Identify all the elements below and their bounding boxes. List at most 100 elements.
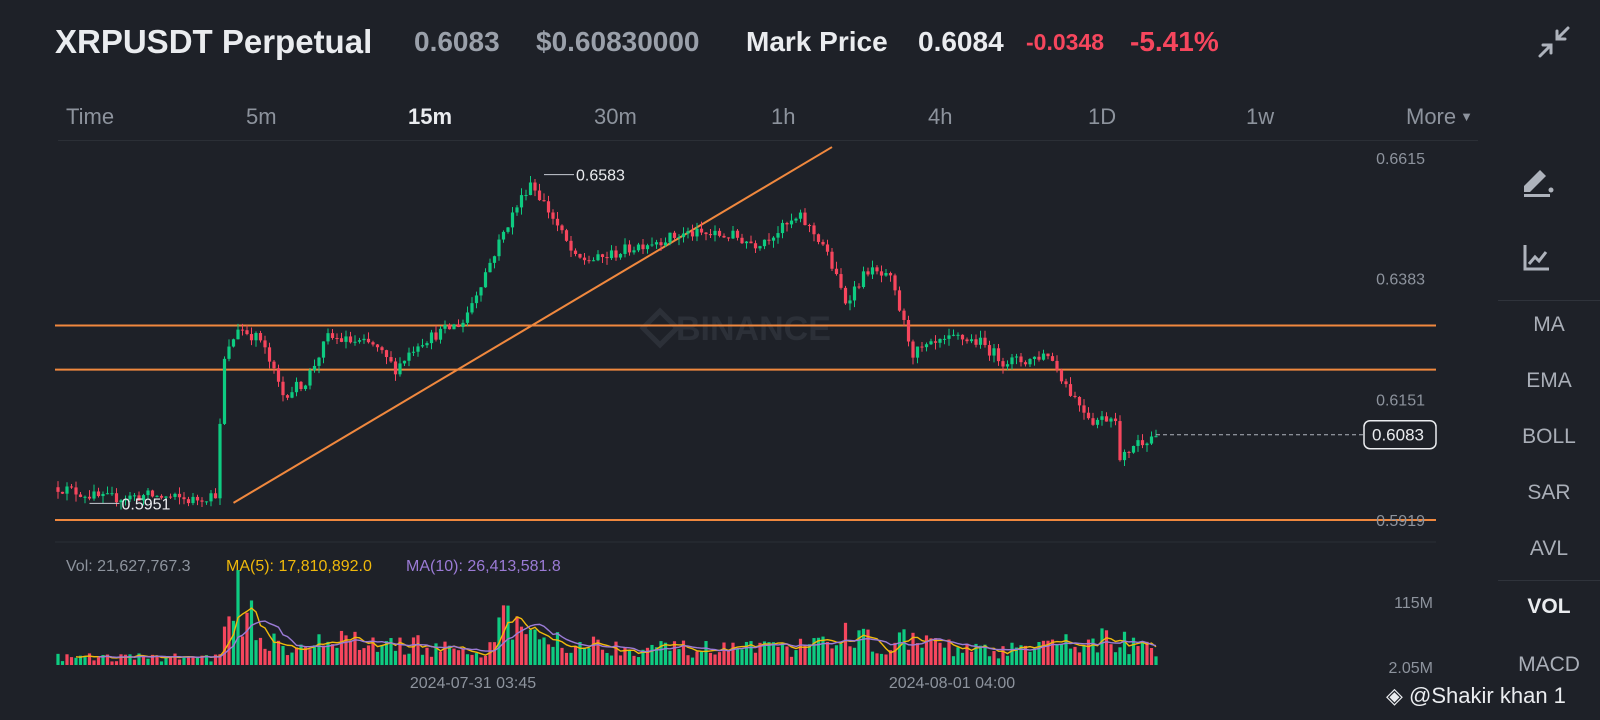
candle-body bbox=[186, 499, 191, 504]
volume-bar bbox=[546, 644, 551, 665]
volume-bar bbox=[168, 656, 173, 665]
volume-bar bbox=[87, 653, 92, 665]
volume-bars bbox=[56, 570, 1158, 665]
volume-bar bbox=[65, 654, 69, 665]
volume-bar bbox=[290, 652, 294, 665]
volume-bar bbox=[348, 640, 353, 665]
volume-bar bbox=[438, 651, 443, 665]
volume-bar bbox=[1014, 647, 1019, 665]
volume-bar bbox=[164, 657, 168, 665]
pencil-icon[interactable] bbox=[1516, 160, 1556, 200]
tab-4h[interactable]: 4h bbox=[928, 104, 953, 129]
candle-body bbox=[551, 212, 555, 219]
candle-body bbox=[686, 231, 690, 234]
volume-bar bbox=[623, 647, 627, 665]
volume-bar bbox=[393, 650, 398, 665]
candle-body bbox=[776, 233, 780, 238]
candle-body bbox=[875, 267, 879, 272]
candle-body bbox=[632, 250, 636, 253]
volume-bar bbox=[132, 659, 137, 665]
tab-30m[interactable]: 30m bbox=[594, 104, 637, 129]
symbol-title[interactable]: XRPUSDT Perpetual bbox=[55, 23, 373, 60]
indicator-vol[interactable]: VOL bbox=[1527, 595, 1571, 618]
volume-bar bbox=[128, 654, 132, 665]
volume-bar bbox=[650, 644, 654, 665]
candle-body bbox=[1001, 361, 1005, 367]
volume-bar bbox=[483, 655, 488, 665]
volume-bar bbox=[560, 647, 564, 665]
volume-bar bbox=[641, 649, 645, 665]
candle-body bbox=[393, 361, 398, 375]
tab-1w[interactable]: 1w bbox=[1246, 104, 1275, 129]
volume-bar bbox=[447, 645, 452, 665]
candle-body bbox=[830, 251, 834, 269]
volume-bar bbox=[920, 647, 924, 665]
candle-body bbox=[771, 237, 776, 241]
volume-bar bbox=[1095, 652, 1100, 665]
tab-15m[interactable]: 15m bbox=[408, 104, 453, 129]
trend-chart-icon[interactable] bbox=[1516, 238, 1556, 278]
indicator-divider bbox=[1498, 580, 1600, 581]
candle-body bbox=[744, 241, 749, 244]
indicator-macd[interactable]: MACD bbox=[1518, 653, 1580, 676]
tab-5m[interactable]: 5m bbox=[246, 104, 277, 129]
candle-body bbox=[218, 423, 222, 499]
candle-body bbox=[254, 333, 258, 341]
candle-body bbox=[659, 242, 663, 246]
candle-body bbox=[852, 286, 857, 301]
candle-body bbox=[114, 493, 119, 503]
candle-body bbox=[348, 336, 353, 343]
volume-bar bbox=[321, 645, 326, 665]
candle-body bbox=[488, 262, 492, 273]
candle-body bbox=[1055, 360, 1059, 370]
volume-bar bbox=[501, 605, 506, 665]
volume-bar bbox=[74, 657, 78, 665]
candle-body bbox=[501, 231, 506, 240]
tab-time[interactable]: Time bbox=[66, 104, 115, 129]
volume-bar bbox=[906, 649, 911, 665]
volume-bar bbox=[344, 635, 348, 665]
candle-body bbox=[636, 244, 641, 251]
volume-bar bbox=[830, 648, 834, 665]
indicator-boll[interactable]: BOLL bbox=[1522, 425, 1576, 448]
volume-bar bbox=[825, 641, 830, 665]
volume-bar bbox=[177, 659, 182, 665]
volume-bar bbox=[1104, 630, 1109, 665]
volume-bar bbox=[407, 653, 411, 665]
indicator-ema[interactable]: EMA bbox=[1526, 369, 1572, 392]
candle-body bbox=[996, 348, 1001, 362]
indicator-avl[interactable]: AVL bbox=[1529, 537, 1569, 560]
candle-body bbox=[933, 341, 938, 343]
candle-body bbox=[65, 486, 69, 494]
tab-1h[interactable]: 1h bbox=[771, 104, 796, 129]
volume-bar bbox=[605, 652, 609, 665]
candle-body bbox=[1050, 356, 1055, 361]
tab-more[interactable]: More ▼ bbox=[1406, 100, 1473, 134]
volume-bar bbox=[519, 626, 524, 665]
indicator-divider bbox=[1498, 300, 1600, 301]
candle-body bbox=[515, 207, 519, 213]
volume-bar bbox=[1086, 639, 1091, 665]
candle-body bbox=[249, 334, 254, 341]
volume-bar bbox=[1028, 651, 1032, 665]
collapse-icon[interactable] bbox=[1536, 24, 1572, 60]
diamond-icon: ◈ bbox=[1386, 683, 1403, 708]
candle-body bbox=[357, 340, 362, 342]
candle-body bbox=[560, 225, 564, 231]
candle-body bbox=[677, 237, 681, 239]
indicator-ma[interactable]: MA bbox=[1533, 313, 1565, 336]
indicator-sar[interactable]: SAR bbox=[1527, 481, 1571, 504]
tab-1d[interactable]: 1D bbox=[1088, 104, 1117, 129]
volume-bar bbox=[735, 648, 740, 665]
candle-body bbox=[609, 250, 614, 259]
candle-body bbox=[452, 324, 456, 330]
volume-bar bbox=[699, 651, 704, 665]
candle-body bbox=[177, 493, 182, 498]
volume-bar bbox=[965, 643, 969, 665]
candle-body bbox=[1109, 418, 1113, 422]
candle-body bbox=[1005, 364, 1010, 367]
candle-body bbox=[794, 218, 798, 221]
current-price-box bbox=[1363, 419, 1437, 450]
candle-body bbox=[1145, 443, 1149, 446]
